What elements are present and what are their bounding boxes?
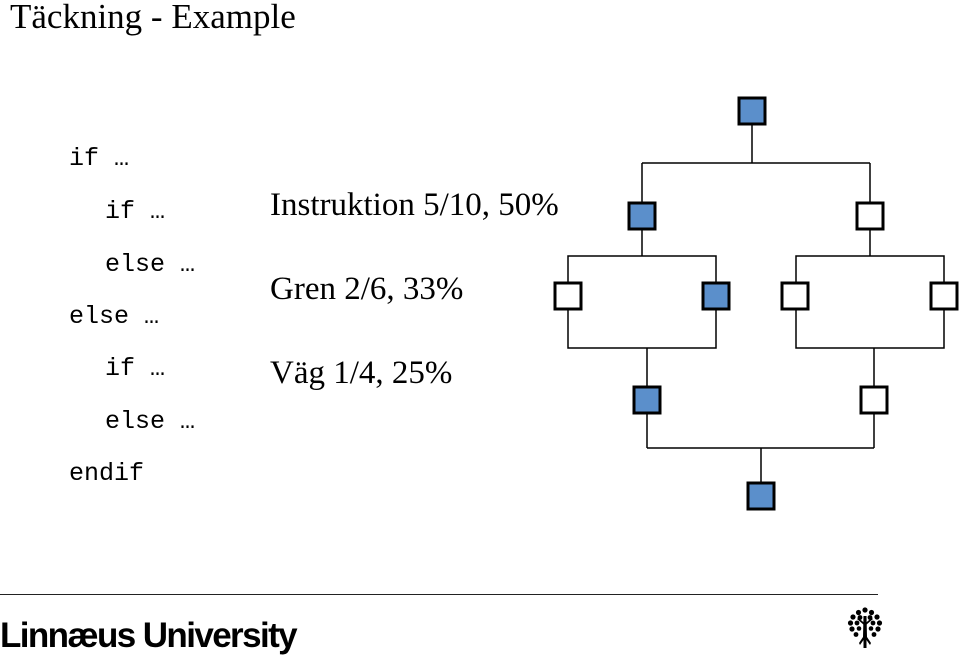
node-if-outer-then: [627, 201, 657, 231]
instruction-coverage: Instruktion 5/10, 50%: [270, 187, 559, 223]
graph-edges: [567, 125, 945, 483]
code-line-else-outer: else …: [69, 302, 160, 331]
node-merge-right: [859, 385, 889, 415]
code-line-if-inner: if …: [105, 197, 166, 226]
code-line-if-outer: if …: [69, 144, 130, 173]
path-coverage: Väg 1/4, 25%: [270, 355, 453, 391]
node-if-outer-else: [855, 201, 885, 231]
university-logo-text: Linnæus University: [0, 616, 298, 655]
control-flow-graph: [553, 96, 959, 511]
code-line-else-second: else …: [105, 407, 196, 436]
code-line-endif: endif: [69, 459, 145, 488]
slide-title: Täckning - Example: [10, 0, 296, 36]
node-if-second-then: [780, 281, 810, 311]
branch-coverage: Gren 2/6, 33%: [270, 271, 464, 307]
edge-right-diamond: [795, 255, 945, 349]
graph-nodes: [553, 96, 959, 511]
code-line-else-inner: else …: [105, 250, 196, 279]
footer-divider: [0, 594, 878, 595]
node-if-inner-then: [553, 281, 583, 311]
node-exit: [746, 481, 776, 511]
node-if-inner-else: [701, 281, 731, 311]
edge-left-diamond: [567, 255, 717, 349]
code-line-if-second: if …: [105, 354, 166, 383]
node-merge-left: [632, 385, 662, 415]
node-entry: [737, 96, 767, 126]
tree-icon: [847, 607, 883, 648]
node-if-second-else: [929, 281, 959, 311]
